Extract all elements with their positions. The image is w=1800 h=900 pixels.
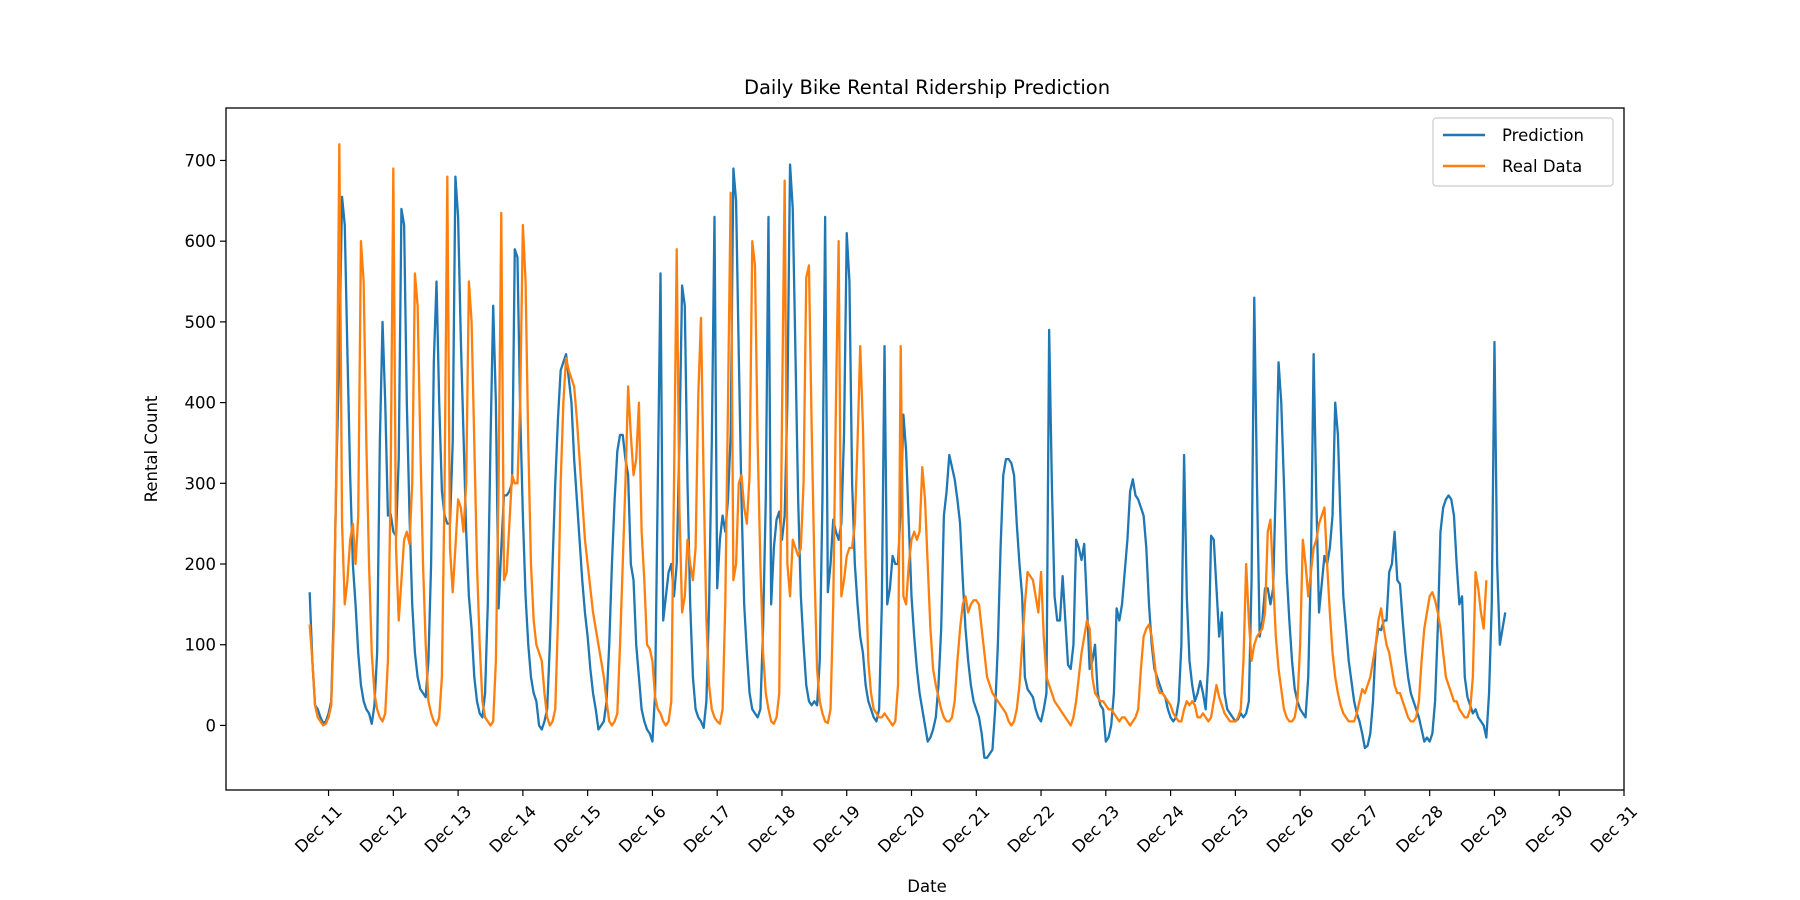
- y-tick-label: 400: [185, 394, 217, 413]
- y-tick-label: 700: [185, 151, 217, 170]
- series-layer: [308, 143, 1507, 759]
- plot-area: [225, 107, 1625, 791]
- chart-title: Daily Bike Rental Ridership Prediction: [744, 76, 1110, 99]
- y-tick-label: 500: [185, 313, 217, 332]
- plot-frame: [225, 107, 1625, 791]
- y-tick-label: 0: [206, 716, 217, 735]
- y-tick-label: 600: [185, 232, 217, 251]
- y-tick-label: 200: [185, 555, 217, 574]
- series-line-prediction: [308, 163, 1507, 759]
- x-axis-label: Date: [907, 877, 946, 896]
- legend-label-prediction: Prediction: [1502, 126, 1584, 145]
- y-tick-label: 100: [185, 636, 217, 655]
- y-axis-label: Rental Count: [142, 395, 161, 502]
- plot-background: [226, 108, 1624, 790]
- legend: Prediction Real Data: [1432, 117, 1614, 187]
- y-tick-label: 300: [185, 474, 217, 493]
- series-line-real-data: [308, 143, 1488, 727]
- y-axis: 0 100 200 300 400 500 600 700: [185, 151, 226, 735]
- legend-label-real-data: Real Data: [1502, 157, 1582, 176]
